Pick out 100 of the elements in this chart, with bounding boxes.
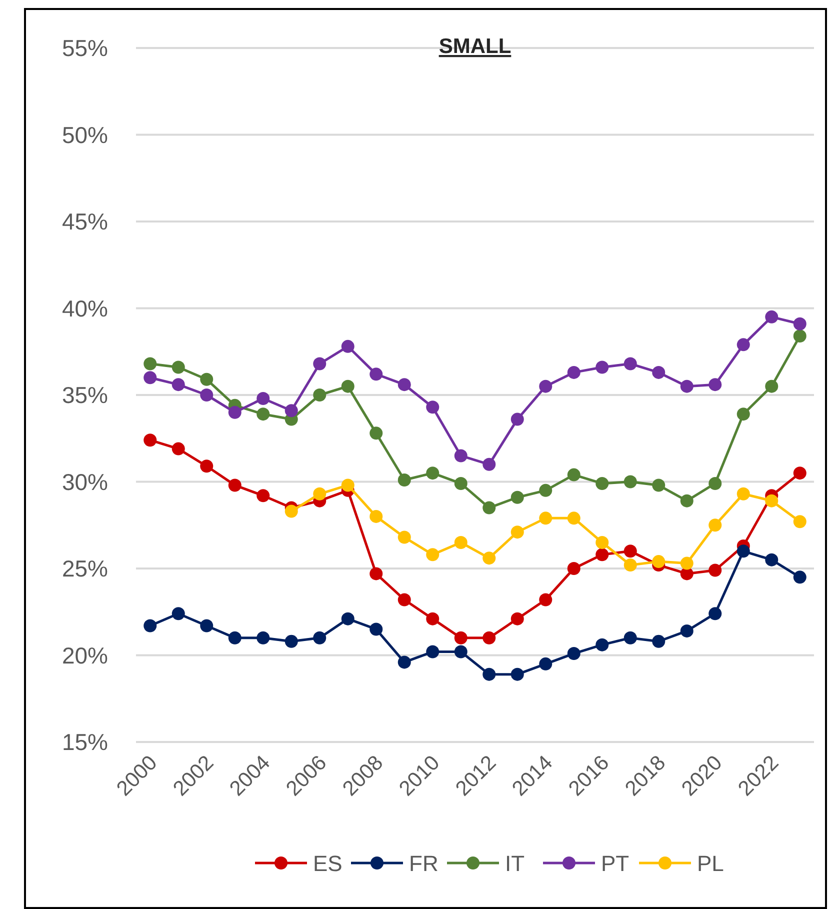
point <box>313 487 326 500</box>
point <box>256 392 270 405</box>
point <box>370 426 383 440</box>
point <box>652 366 666 379</box>
point <box>144 357 157 370</box>
point <box>313 388 326 402</box>
point <box>736 408 750 421</box>
point <box>567 647 580 660</box>
point <box>624 544 637 558</box>
point <box>482 631 496 644</box>
point <box>482 501 496 514</box>
point <box>200 619 214 632</box>
point <box>624 558 637 572</box>
y-tick-label: 55% <box>62 35 108 61</box>
point <box>200 372 214 386</box>
point <box>284 504 298 518</box>
point <box>736 487 750 500</box>
point <box>370 510 383 523</box>
point <box>398 474 411 487</box>
point <box>228 478 242 492</box>
point <box>172 607 185 620</box>
point <box>313 357 326 370</box>
point <box>144 434 157 447</box>
point <box>426 612 440 626</box>
y-tick-label: 20% <box>62 642 108 668</box>
point <box>256 408 270 421</box>
point <box>567 366 580 379</box>
point <box>426 466 440 480</box>
point <box>793 330 806 343</box>
point <box>256 489 270 502</box>
point <box>341 380 354 393</box>
legend-label: FR <box>409 851 438 876</box>
point <box>454 631 468 644</box>
point <box>228 631 242 644</box>
point <box>652 478 666 492</box>
point <box>680 380 694 393</box>
point <box>793 570 806 584</box>
point <box>567 562 580 575</box>
point <box>341 612 354 626</box>
point <box>454 476 468 490</box>
point <box>426 548 440 562</box>
point <box>144 619 157 632</box>
point <box>510 612 524 626</box>
point <box>228 406 242 419</box>
point <box>370 567 383 580</box>
point <box>256 631 270 644</box>
point <box>765 553 778 566</box>
point <box>680 624 694 638</box>
point <box>624 475 637 488</box>
point <box>313 631 326 644</box>
point <box>539 380 552 393</box>
point <box>596 548 609 562</box>
point <box>172 442 185 456</box>
point <box>454 536 468 549</box>
point <box>736 544 750 558</box>
point <box>284 404 298 418</box>
point <box>596 360 609 374</box>
point <box>398 593 411 606</box>
point <box>793 466 806 480</box>
point <box>539 593 552 606</box>
point <box>680 494 694 508</box>
y-tick-label: 40% <box>62 295 108 322</box>
point <box>370 368 383 381</box>
point <box>172 360 185 374</box>
point <box>398 378 411 392</box>
y-tick-label: 30% <box>62 468 108 495</box>
y-tick-label: 15% <box>62 729 108 755</box>
point <box>624 631 637 644</box>
point <box>539 484 552 497</box>
point <box>482 668 496 681</box>
legend-label: PT <box>601 851 630 876</box>
point <box>200 388 214 402</box>
point <box>341 340 354 353</box>
point <box>284 634 298 648</box>
point <box>398 656 411 669</box>
point <box>426 400 440 414</box>
point <box>398 530 411 544</box>
point <box>736 338 750 352</box>
point <box>567 468 580 482</box>
point <box>793 317 806 330</box>
point <box>793 515 806 528</box>
point <box>482 458 496 471</box>
point <box>652 555 666 568</box>
point <box>510 412 524 426</box>
point <box>624 357 637 370</box>
y-tick-label: 35% <box>62 382 108 408</box>
point <box>426 645 440 658</box>
point <box>567 512 580 525</box>
point <box>510 526 524 539</box>
point <box>765 310 778 324</box>
point <box>708 518 722 532</box>
point <box>341 478 354 492</box>
point <box>652 634 666 648</box>
point <box>510 668 524 681</box>
legend-label: PL <box>697 851 724 876</box>
point <box>454 449 468 462</box>
point <box>482 552 496 565</box>
point <box>144 371 157 384</box>
point <box>454 645 468 658</box>
chart-title: SMALL <box>438 35 512 58</box>
